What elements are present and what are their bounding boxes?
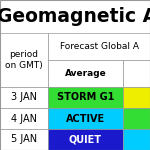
Text: Forecast Global A: Forecast Global A [60, 42, 138, 51]
Text: ACTIVE: ACTIVE [66, 114, 105, 123]
Bar [48, 129, 123, 150]
Bar [0, 0, 150, 33]
Text: 4 JAN: 4 JAN [11, 114, 37, 123]
Bar [123, 129, 150, 150]
Text: 5 JAN: 5 JAN [11, 135, 37, 144]
Bar [123, 87, 150, 108]
Bar [123, 108, 150, 129]
Text: 3 JAN: 3 JAN [11, 93, 37, 102]
Text: Geomagnetic Ac: Geomagnetic Ac [0, 7, 150, 26]
Text: STORM G1: STORM G1 [57, 93, 114, 102]
Text: period
on GMT): period on GMT) [5, 50, 43, 70]
Bar [0, 33, 48, 87]
Bar [48, 33, 150, 60]
Bar [48, 108, 123, 129]
Bar [0, 129, 48, 150]
Text: Average: Average [65, 69, 106, 78]
Bar [48, 87, 123, 108]
Bar [123, 60, 150, 87]
Bar [0, 87, 48, 108]
Bar [0, 108, 48, 129]
Bar [48, 60, 123, 87]
Text: QUIET: QUIET [69, 135, 102, 144]
